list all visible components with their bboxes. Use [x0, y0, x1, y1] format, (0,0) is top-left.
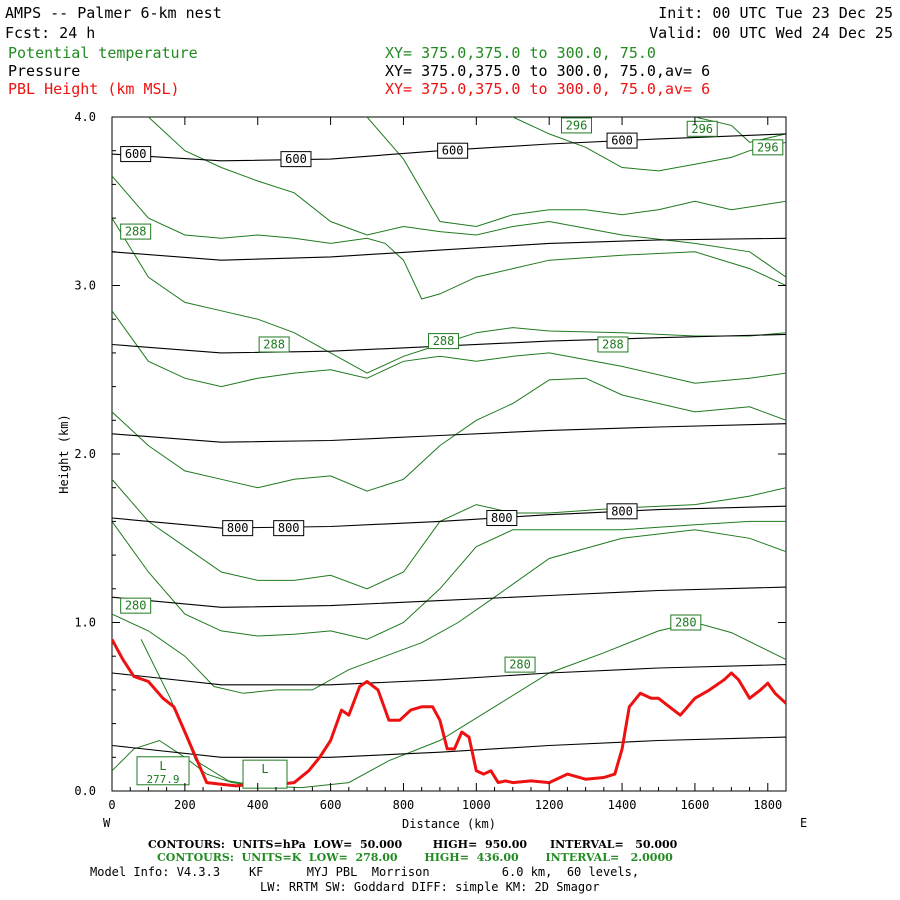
title: AMPS -- Palmer 6-km nest [5, 4, 222, 22]
theta-contour-10 [366, 117, 786, 228]
contour-labels: 600 600 600 600 800 800 800 800 288 288 288 288 296 2… [120, 117, 784, 789]
svg-text:600: 600 [442, 144, 464, 158]
low-marker-letter: L [159, 759, 166, 773]
theta-contour-7 [112, 217, 786, 374]
theta-label: 288 [120, 223, 152, 240]
field-label-theta: Potential temperature [8, 44, 198, 62]
theta-contour-6 [112, 310, 786, 388]
theta-contour-9 [148, 117, 786, 278]
xy-pressure: XY= 375.0,375.0 to 300.0, 75.0,av= 6 [385, 62, 710, 80]
svg-text:280: 280 [675, 616, 697, 630]
theta-label: 296 [752, 139, 784, 156]
pressure-label: 600 [437, 142, 469, 159]
west-label: W [103, 816, 111, 830]
theta-label: 296 [686, 120, 718, 137]
pbl-height-line [112, 638, 786, 788]
pressure-label: 800 [222, 520, 254, 537]
xy-theta: XY= 375.0,375.0 to 300.0, 75.0 [385, 44, 656, 62]
low-marker-letter: L [261, 762, 268, 776]
theta-label: 288 [258, 336, 290, 353]
theta-contours [112, 117, 786, 789]
pressure-contour-900 [112, 664, 786, 686]
east-label: E [800, 816, 807, 830]
axes: 0.0 1.0 2.0 3.0 4.0 0 200 400 600 800 1000 1200 1400… [74, 110, 786, 812]
xy-pbl: XY= 375.0,375.0 to 300.0, 75.0,av= 6 [385, 80, 710, 98]
theta-contour-2 [112, 529, 786, 694]
x-tick-label: 400 [247, 798, 269, 812]
field-label-pressure: Pressure [8, 62, 80, 80]
x-tick-label: 1800 [753, 798, 782, 812]
pressure-label: 600 [120, 146, 152, 163]
footer-pressure-contours: CONTOURS: UNITS=hPa LOW= 50.000 HIGH= 95… [148, 838, 678, 851]
x-tick-label: 800 [393, 798, 415, 812]
svg-text:800: 800 [227, 521, 249, 535]
theta-contour-3 [112, 520, 786, 640]
pressure-contour-850 [112, 586, 786, 608]
x-tick-label: 0 [108, 798, 115, 812]
theta-label: 280 [670, 614, 702, 631]
svg-text:296: 296 [757, 140, 779, 154]
pressure-contour-650 [112, 237, 786, 261]
x-tick-label: 600 [320, 798, 342, 812]
pressure-label: 600 [606, 132, 638, 149]
forecast-hour: Fcst: 24 h [5, 24, 95, 42]
svg-text:288: 288 [433, 334, 455, 348]
init-time: Init: 00 UTC Tue 23 Dec 25 [658, 4, 893, 22]
svg-text:288: 288 [602, 337, 624, 351]
theta-contour-5 [112, 377, 786, 492]
svg-text:288: 288 [125, 225, 147, 239]
y-tick-label: 1.0 [74, 616, 96, 630]
pressure-label: 600 [280, 151, 312, 168]
pbl-height-curve [112, 638, 786, 788]
x-tick-label: 1600 [680, 798, 709, 812]
low-marker: L [242, 759, 288, 789]
theta-label: 280 [120, 597, 152, 614]
y-tick-label: 2.0 [74, 447, 96, 461]
svg-text:800: 800 [491, 511, 513, 525]
footer-physics-info: LW: RRTM SW: Goddard DIFF: simple KM: 2D… [260, 880, 600, 894]
pressure-contour-950 [112, 736, 786, 758]
svg-text:288: 288 [263, 337, 285, 351]
pressure-contour-800 [112, 505, 786, 529]
x-tick-label: 1000 [462, 798, 491, 812]
svg-text:600: 600 [285, 152, 307, 166]
svg-text:280: 280 [509, 658, 531, 672]
svg-text:280: 280 [125, 599, 147, 613]
footer-model-info: Model Info: V4.3.3 KF MYJ PBL Morrison 6… [90, 865, 639, 879]
x-tick-label: 1200 [535, 798, 564, 812]
valid-time: Valid: 00 UTC Wed 24 Dec 25 [649, 24, 893, 42]
low-marker-value: 277.9 [146, 773, 179, 786]
svg-text:296: 296 [566, 118, 588, 132]
theta-contour-8 [112, 175, 786, 300]
pressure-contour-750 [112, 423, 786, 443]
y-axis-label: Height (km) [57, 414, 71, 493]
field-label-pbl: PBL Height (km MSL) [8, 80, 180, 98]
svg-text:800: 800 [611, 504, 633, 518]
y-tick-label: 3.0 [74, 279, 96, 293]
y-tick-label: 4.0 [74, 110, 96, 124]
theta-label: 288 [597, 336, 629, 353]
x-tick-label: 200 [174, 798, 196, 812]
footer-theta-contours: CONTOURS: UNITS=K LOW= 278.00 HIGH= 436.… [157, 851, 673, 864]
svg-text:296: 296 [691, 122, 713, 136]
x-axis-label: Distance (km) [402, 817, 496, 831]
pressure-label: 800 [606, 503, 638, 520]
x-tick-label: 1400 [608, 798, 637, 812]
plot-frame [111, 116, 787, 792]
theta-label: 288 [428, 333, 460, 350]
theta-label: 280 [504, 656, 536, 673]
plot-area: 600 600 600 600 800 800 800 800 288 288 288 288 296 2… [74, 110, 787, 812]
svg-text:600: 600 [125, 147, 147, 161]
theta-label: 296 [561, 117, 593, 134]
svg-text:600: 600 [611, 134, 633, 148]
svg-text:800: 800 [278, 521, 300, 535]
theta-contour-11 [512, 117, 786, 172]
theta-contour-4 [112, 478, 786, 590]
pressure-label: 800 [273, 520, 305, 537]
pressure-label: 800 [486, 510, 518, 527]
y-tick-label: 0.0 [74, 784, 96, 798]
